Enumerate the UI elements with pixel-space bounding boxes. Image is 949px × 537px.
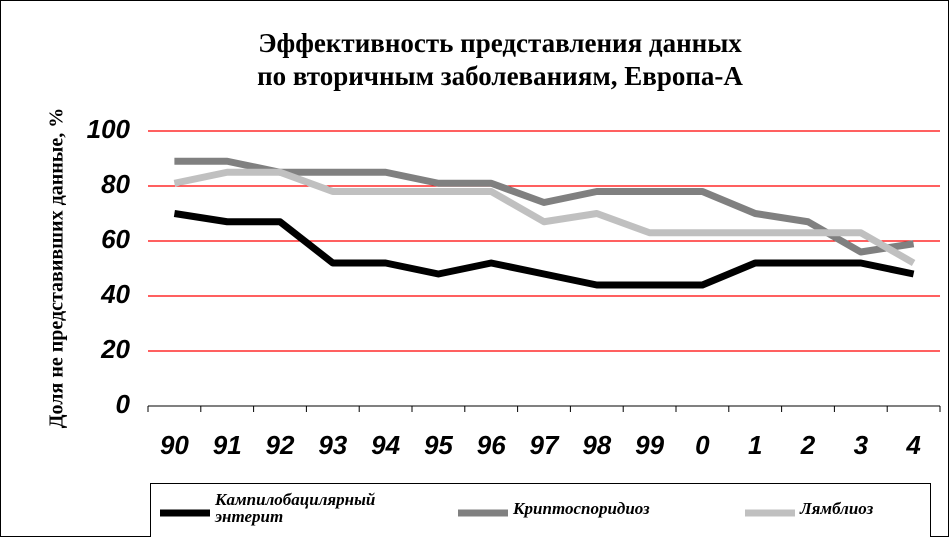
x-tick-label: 90 [160,430,189,460]
legend-label: Криптоспоридиоз [512,499,650,518]
x-tick-label: 1 [748,430,762,460]
series-line [174,157,915,256]
y-tick-label: 20 [100,334,130,364]
chart-title: по вторичным заболеваниям, Европа-А [257,61,743,91]
x-tick-label: 93 [318,430,347,460]
y-tick-label: 80 [101,169,130,199]
x-tick-label: 98 [582,430,611,460]
x-tick-label: 94 [371,430,400,460]
x-tick-label: 92 [266,430,295,460]
x-tick-label: 4 [905,430,921,460]
chart-title: Эффективность представления данных [258,28,742,58]
series-line [173,210,915,289]
x-tick-label: 96 [477,430,506,460]
y-tick-label: 100 [87,114,131,144]
x-tick-label: 0 [695,430,710,460]
x-tick-label: 2 [800,430,816,460]
y-tick-label: 60 [101,224,130,254]
x-tick-label: 99 [635,430,664,460]
legend-label: Кампилобацилярный энтерит [214,490,375,526]
legend-box [150,483,931,537]
legend-label: Лямблиоз [799,499,874,518]
x-tick-label: 95 [424,430,453,460]
y-tick-label: 40 [100,279,130,309]
x-tick-label: 91 [213,430,242,460]
y-axis-label: Доля не представивших данные, % [46,108,68,428]
series-line [173,168,916,267]
y-tick-label: 0 [116,389,131,419]
x-tick-label: 97 [530,430,560,460]
x-tick-label: 3 [854,430,869,460]
